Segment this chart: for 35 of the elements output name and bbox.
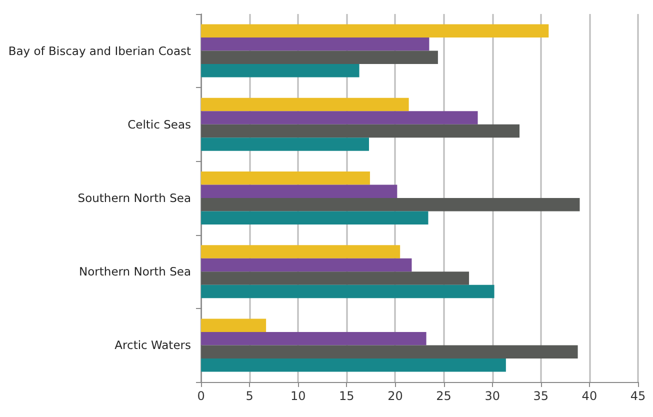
bar (201, 184, 398, 198)
y-tick-label: Arctic Waters (114, 338, 191, 352)
x-tick-label: 0 (197, 389, 205, 403)
x-tick-label: 5 (246, 389, 254, 403)
bar (201, 358, 506, 372)
bar (201, 245, 400, 258)
bar (201, 64, 360, 78)
bar (201, 318, 266, 332)
bar (201, 332, 426, 346)
bar (201, 211, 428, 224)
x-tick-label: 45 (630, 389, 646, 403)
bar (201, 284, 494, 298)
y-tick-label: Celtic Seas (128, 117, 191, 132)
y-tick-label: Northern North Sea (79, 264, 191, 279)
bar (201, 124, 520, 138)
bar (201, 38, 430, 51)
bar (201, 198, 580, 212)
bar (201, 172, 370, 185)
y-tick-label: Bay of Biscay and Iberian Coast (8, 44, 192, 58)
bar (201, 24, 549, 38)
x-tick-label: 15 (339, 389, 354, 403)
bar (201, 272, 470, 285)
bar (201, 138, 369, 151)
bar (201, 258, 412, 272)
x-tick-label: 35 (533, 389, 549, 403)
bar (201, 98, 409, 112)
y-tick-label: Southern North Sea (78, 191, 191, 205)
bar (201, 50, 438, 64)
x-tick-label: 30 (484, 389, 500, 403)
bar (201, 111, 478, 124)
bar (201, 345, 578, 358)
x-tick-label: 40 (582, 389, 598, 403)
x-tick-label: 10 (290, 389, 306, 403)
x-tick-label: 20 (388, 389, 403, 403)
x-tick-label: 25 (436, 389, 452, 403)
